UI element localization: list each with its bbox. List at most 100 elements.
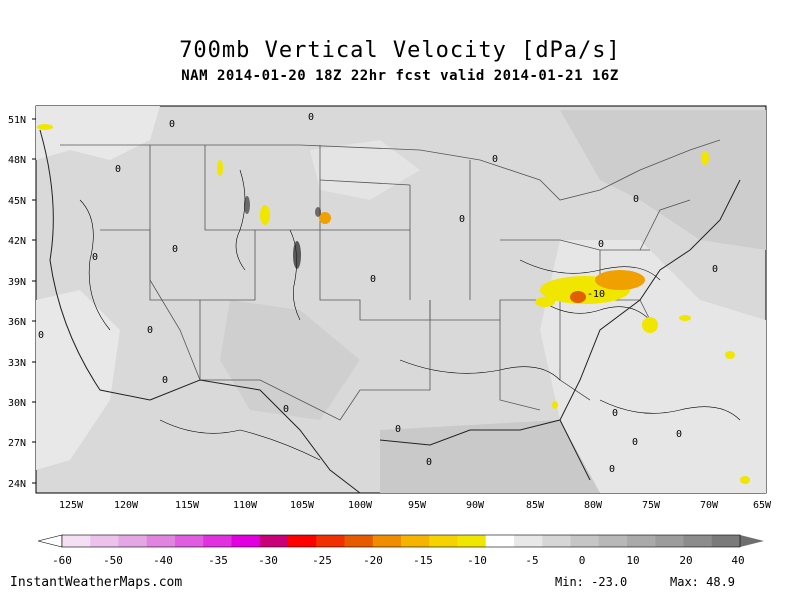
yellow-ascent-area <box>37 124 53 130</box>
contour-label: 0 <box>632 437 638 448</box>
dark-region <box>380 420 600 493</box>
contour-label: 0 <box>395 424 401 435</box>
colorbar-swatch <box>514 535 543 547</box>
lon-label: 120W <box>114 500 139 511</box>
colorbar-tick-label: 20 <box>679 554 692 567</box>
dark-region <box>220 300 360 420</box>
colorbar-swatch <box>175 535 204 547</box>
colorbar-swatch <box>288 535 317 547</box>
colorbar-labels: -60 -50 -40 -35 -30 -25 -20 -15 -10 -5 0 10 20 40 <box>52 554 745 567</box>
colorbar-tick-label: -20 <box>363 554 383 567</box>
colorbar-tick-label: -40 <box>153 554 173 567</box>
colorbar-swatch <box>598 535 628 547</box>
coastlines <box>39 129 741 494</box>
yellow-ascent-area <box>217 160 223 176</box>
lon-label: 75W <box>642 500 661 511</box>
lat-label: 39N <box>8 277 26 288</box>
state-boundaries <box>60 139 721 421</box>
light-region <box>36 290 120 470</box>
colorbar-tick-label: 0 <box>579 554 586 567</box>
lon-label: 90W <box>466 500 485 511</box>
colorbar-swatch <box>683 535 713 547</box>
lon-label: 115W <box>175 500 200 511</box>
lat-label: 30N <box>8 398 26 409</box>
ascent-areas <box>37 124 750 484</box>
contour-label: 0 <box>370 274 376 285</box>
colorbar-swatch <box>372 535 402 547</box>
contour-label-neg: -10 <box>587 289 605 300</box>
map-panel: 0 0 0 0 0 0 0 0 0 0 0 0 0 0 0 0 0 0 0 0 … <box>8 105 772 511</box>
lon-label: 85W <box>526 500 545 511</box>
colorbar-outline <box>61 534 741 548</box>
lon-label: 105W <box>290 500 315 511</box>
lat-label: 45N <box>8 196 26 207</box>
colorbar-swatch <box>259 535 289 547</box>
orange-ascent-core <box>570 291 586 303</box>
yellow-ascent-area <box>552 401 558 409</box>
max-value: Max: 48.9 <box>670 575 736 589</box>
lat-label: 48N <box>8 155 26 166</box>
contour-label: 0 <box>426 457 432 468</box>
yellow-ascent-area <box>260 205 270 225</box>
yellow-ascent-area <box>740 476 750 484</box>
contour-label: 0 <box>162 375 168 386</box>
colorbar-swatch <box>457 535 487 547</box>
yellow-ascent-area <box>701 151 709 165</box>
lon-label: 125W <box>59 500 84 511</box>
colorbar-tick-label: -5 <box>525 554 538 567</box>
lon-label: 65W <box>753 500 772 511</box>
yellow-ascent-area <box>679 315 691 321</box>
colorbar-tick-label: -50 <box>103 554 123 567</box>
chart-subtitle: NAM 2014-01-20 18Z 22hr fcst valid 2014-… <box>181 68 619 84</box>
colorbar-swatch <box>118 535 148 547</box>
yellow-ascent-area <box>642 317 658 333</box>
colorbar-left-arrow <box>37 534 63 548</box>
contour-label: 0 <box>598 239 604 250</box>
colorbar-swatch <box>90 535 119 547</box>
colorbar-tick-label: -30 <box>258 554 278 567</box>
contour-label: 0 <box>147 325 153 336</box>
contour-label: 0 <box>92 252 98 263</box>
light-region <box>310 140 420 200</box>
site-credit: InstantWeatherMaps.com <box>10 575 183 590</box>
colorbar-swatch <box>316 535 345 547</box>
contour-label: 0 <box>169 119 175 130</box>
colorbar-tick-label: -25 <box>312 554 332 567</box>
colorbar-swatch <box>344 535 374 547</box>
colorbar-swatch <box>542 535 571 547</box>
colorbar-swatch <box>627 535 656 547</box>
colorbar-swatch <box>711 535 741 547</box>
contours <box>79 169 741 461</box>
contour-label: 0 <box>459 214 465 225</box>
lon-label: 100W <box>348 500 373 511</box>
contour-label: 0 <box>492 154 498 165</box>
colorbar-tick-label: -15 <box>413 554 433 567</box>
colorbar-swatch <box>146 535 176 547</box>
contour-label: 0 <box>38 330 44 341</box>
mountain-contour-clusters <box>244 196 321 269</box>
lon-label: 95W <box>408 500 427 511</box>
light-region <box>36 106 160 160</box>
lat-labels: 51N 48N 45N 42N 39N 36N 33N 30N 27N 24N <box>8 115 26 490</box>
colorbar-tick-label: 10 <box>626 554 639 567</box>
contour-label: 0 <box>612 408 618 419</box>
contour-label: 0 <box>712 264 718 275</box>
yellow-ascent-area <box>535 297 555 307</box>
chart-title: 700mb Vertical Velocity [dPa/s] <box>179 38 621 63</box>
lon-label: 70W <box>700 500 719 511</box>
orange-ascent-area <box>595 270 645 290</box>
lon-labels: 125W 120W 115W 110W 105W 100W 95W 90W 85… <box>59 500 772 511</box>
colorbar-right-arrow <box>740 535 764 547</box>
orange-ascent-area <box>319 212 331 224</box>
colorbar-swatch <box>655 535 684 547</box>
colorbar-swatch <box>570 535 600 547</box>
contour-label: 0 <box>676 429 682 440</box>
colorbar-swatch <box>231 535 261 547</box>
lat-label: 36N <box>8 317 26 328</box>
lat-label: 24N <box>8 479 26 490</box>
dark-region <box>560 110 766 250</box>
colorbar-swatch <box>485 535 515 547</box>
contour-label: 0 <box>308 112 314 123</box>
lat-label: 51N <box>8 115 26 126</box>
